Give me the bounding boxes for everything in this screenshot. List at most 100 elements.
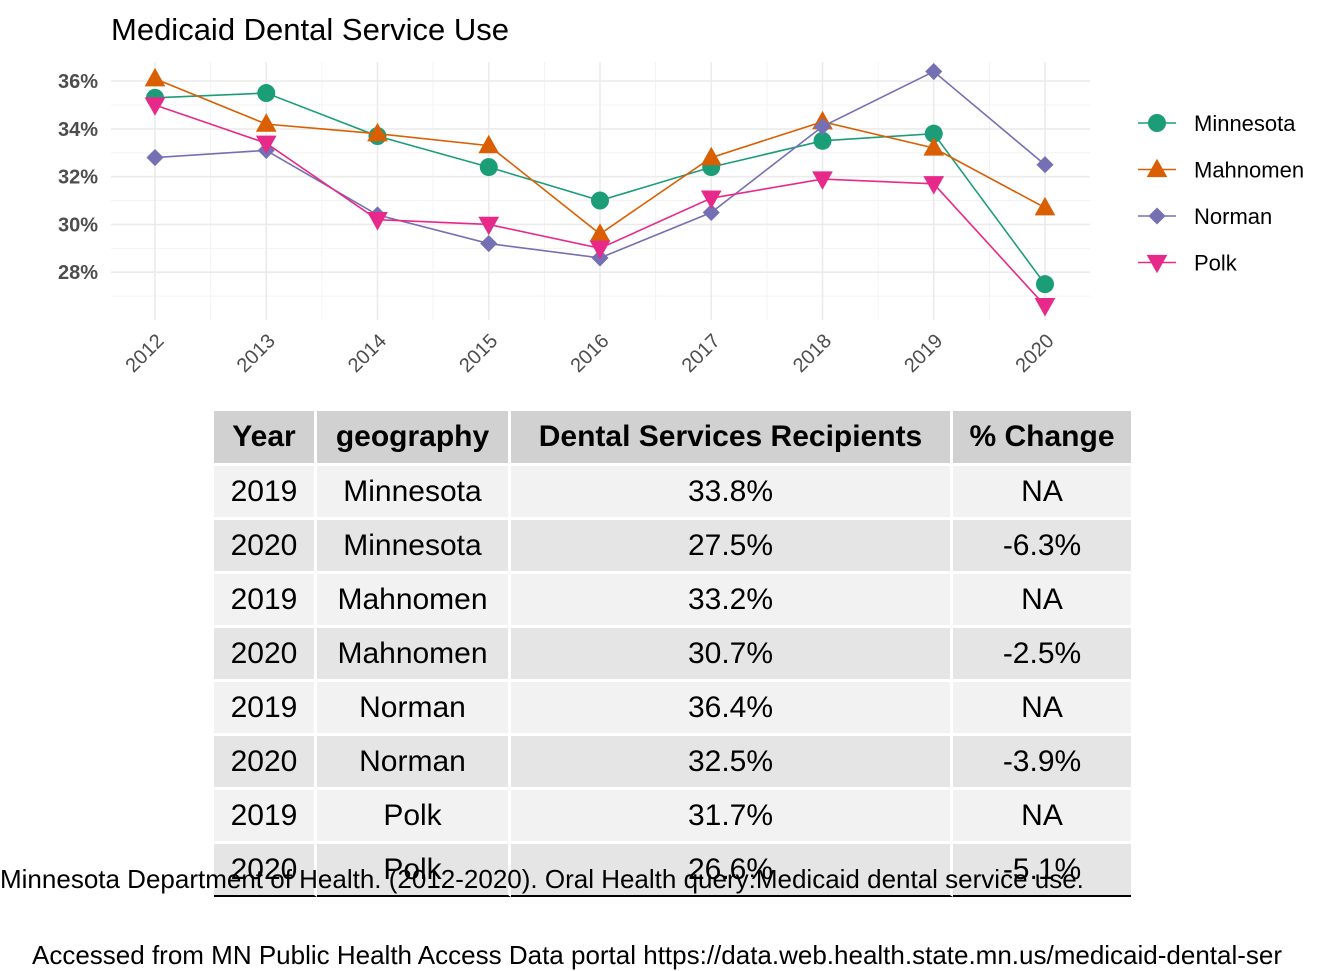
legend-key-marker — [1148, 114, 1166, 132]
x-tick-label: 2015 — [455, 330, 502, 377]
data-point-polk — [700, 190, 722, 209]
cell-dental: 26.6% — [511, 844, 953, 897]
x-tick-label: 2013 — [233, 330, 280, 377]
cell-change: -2.5% — [953, 628, 1131, 682]
legend-item-norman: Norman — [1138, 204, 1272, 229]
cell-change: -5.1% — [953, 844, 1131, 897]
cell-dental: 30.7% — [511, 628, 953, 682]
data-point-minnesota — [813, 131, 832, 150]
x-tick-label: 2018 — [789, 330, 836, 377]
header-year: Year — [214, 411, 317, 466]
data-point-norman — [480, 235, 498, 253]
data-point-polk — [589, 240, 611, 260]
data-point-mahnomen — [923, 137, 945, 156]
x-tick-label: 2019 — [900, 330, 947, 377]
x-axis-ticks: 2012 2013 2014 2015 2016 2017 2018 2019 2020 — [122, 330, 1059, 377]
data-point-mahnomen — [367, 122, 388, 142]
cell-dental: 36.4% — [511, 682, 953, 736]
data-point-minnesota — [924, 124, 943, 143]
data-point-mahnomen — [144, 67, 166, 87]
data-point-norman — [813, 117, 832, 136]
legend-key-marker — [1148, 207, 1166, 225]
legend-label: Norman — [1194, 204, 1272, 229]
cell-geography: Polk — [317, 844, 511, 897]
data-point-mahnomen — [589, 223, 611, 242]
cell-change: NA — [953, 682, 1131, 736]
data-point-minnesota — [257, 84, 276, 103]
data-point-polk — [478, 216, 500, 236]
data-point-norman — [146, 149, 164, 167]
cell-year: 2020 — [214, 736, 317, 790]
source-caption-line-2: Accessed from MN Public Health Access Da… — [32, 940, 1283, 970]
data-point-norman — [1036, 156, 1054, 174]
data-point-polk — [812, 171, 833, 190]
x-tick-label: 2012 — [122, 330, 169, 377]
cell-dental: 27.5% — [511, 520, 953, 574]
y-tick-label: 34% — [58, 119, 98, 141]
cell-year: 2020 — [214, 844, 317, 897]
data-point-polk — [144, 97, 166, 116]
header-percent-change: % Change — [953, 411, 1131, 466]
legend-label: Minnesota — [1194, 111, 1296, 136]
table-row: 2020 Polk 26.6% -5.1% — [214, 844, 1131, 897]
cell-year: 2019 — [214, 574, 317, 628]
cell-dental: 33.2% — [511, 574, 953, 628]
data-point-polk — [255, 135, 277, 155]
cell-geography: Polk — [317, 790, 511, 844]
table-row: 2019 Norman 36.4% NA — [214, 682, 1131, 736]
data-point-polk — [367, 212, 388, 231]
series-layer — [144, 63, 1056, 317]
cell-geography: Mahnomen — [317, 628, 511, 682]
cell-change: -6.3% — [953, 520, 1131, 574]
cell-geography: Minnesota — [317, 520, 511, 574]
cell-year: 2019 — [214, 790, 317, 844]
data-point-norman — [925, 63, 943, 81]
header-dental-services-recipients: Dental Services Recipients — [511, 411, 953, 466]
cell-year: 2020 — [214, 628, 317, 682]
data-point-minnesota — [479, 158, 498, 177]
cell-year: 2019 — [214, 682, 317, 736]
cell-geography: Norman — [317, 682, 511, 736]
table-row: 2019 Polk 31.7% NA — [214, 790, 1131, 844]
legend: Minnesota Mahnomen Norman Polk — [1138, 111, 1304, 276]
grid — [111, 62, 1090, 320]
cell-dental: 32.5% — [511, 736, 953, 790]
cell-change: NA — [953, 574, 1131, 628]
cell-geography: Mahnomen — [317, 574, 511, 628]
data-point-mahnomen — [1034, 196, 1056, 216]
line-chart: Medicaid Dental Service Use 28% 30% 32% 34%… — [58, 12, 1304, 377]
source-caption-line-1: Minnesota Department of Health. (2012-20… — [0, 864, 1084, 894]
x-tick-label: 2014 — [344, 330, 391, 377]
table-row: 2020 Norman 32.5% -3.9% — [214, 736, 1131, 790]
table-header-row: Year geography Dental Services Recipient… — [214, 411, 1131, 466]
cell-geography: Norman — [317, 736, 511, 790]
data-table: Year geography Dental Services Recipient… — [214, 411, 1131, 897]
legend-label: Mahnomen — [1194, 158, 1304, 183]
cell-year: 2020 — [214, 520, 317, 574]
y-tick-label: 30% — [58, 214, 98, 236]
x-tick-label: 2016 — [567, 330, 614, 377]
cell-dental: 31.7% — [511, 790, 953, 844]
cell-change: NA — [953, 790, 1131, 844]
legend-item-minnesota: Minnesota — [1138, 111, 1296, 136]
table-row: 2019 Mahnomen 33.2% NA — [214, 574, 1131, 628]
data-point-mahnomen — [478, 134, 500, 154]
y-tick-label: 36% — [58, 71, 98, 93]
x-tick-label: 2017 — [678, 330, 725, 377]
legend-item-polk: Polk — [1138, 251, 1238, 276]
data-point-mahnomen — [700, 146, 722, 166]
chart-title: Medicaid Dental Service Use — [111, 12, 509, 47]
header-geography: geography — [317, 411, 511, 466]
cell-change: -3.9% — [953, 736, 1131, 790]
cell-change: NA — [953, 466, 1131, 520]
table-row: 2020 Mahnomen 30.7% -2.5% — [214, 628, 1131, 682]
legend-item-mahnomen: Mahnomen — [1138, 158, 1304, 183]
data-point-minnesota — [1036, 275, 1054, 294]
table-row: 2020 Minnesota 27.5% -6.3% — [214, 520, 1131, 574]
legend-key-marker — [1146, 254, 1168, 274]
y-tick-label: 28% — [58, 262, 98, 284]
x-tick-label: 2020 — [1012, 330, 1059, 377]
data-point-polk — [1034, 298, 1056, 317]
data-point-norman — [702, 203, 720, 222]
table-row: 2019 Minnesota 33.8% NA — [214, 466, 1131, 520]
